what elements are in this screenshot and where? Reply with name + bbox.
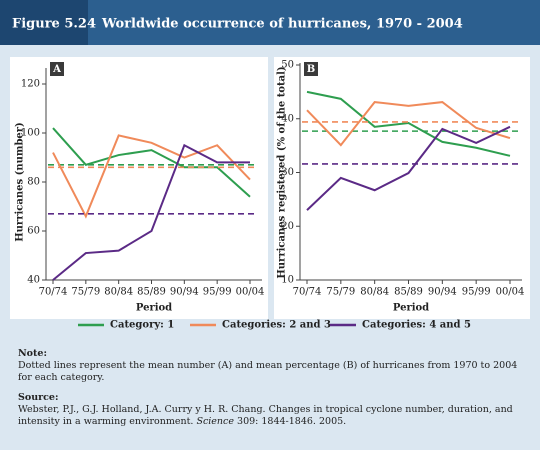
note: Note: Dotted lines represent the mean nu… (18, 348, 523, 384)
data-line (306, 125, 511, 211)
legend-label: Categories: 2 and 3 (222, 320, 331, 331)
note-text: Dotted lines represent the mean number (… (18, 360, 518, 383)
legend-label: Categories: 4 and 5 (362, 320, 471, 331)
x-axis-title: Period (136, 303, 172, 314)
x-tick-label: 75/79 (326, 287, 355, 298)
y-axis-title: Hurricanes (number) (15, 122, 26, 242)
panel-label: A (52, 64, 61, 75)
source-heading: Source: (18, 392, 59, 403)
y-tick-label: 120 (21, 79, 40, 90)
x-tick-label: 85/89 (394, 287, 423, 298)
panel-label: B (307, 64, 315, 75)
y-tick-label: 50 (281, 60, 294, 71)
x-tick-label: 00/04 (236, 287, 265, 298)
x-tick-label: 95/99 (462, 287, 491, 298)
data-line (52, 143, 250, 281)
note-heading: Note: (18, 348, 47, 359)
x-tick-label: 90/94 (170, 287, 199, 298)
figure-box (0, 0, 88, 45)
figure-number: Figure 5.24 (12, 17, 96, 32)
panel (274, 57, 530, 319)
y-tick-label: 40 (281, 113, 294, 124)
source-journal: Science (196, 416, 234, 427)
x-tick-label: 75/79 (71, 287, 100, 298)
data-line (52, 134, 251, 219)
x-tick-label: 80/84 (360, 287, 389, 298)
source-text: 309: 1844-1846. 2005. (234, 416, 347, 427)
x-tick-label: 80/84 (104, 287, 133, 298)
source: Source: Webster, P.J., G.J. Holland, J.A… (18, 392, 523, 428)
x-tick-label: 85/89 (137, 287, 166, 298)
x-tick-label: 00/04 (496, 287, 525, 298)
panel-label-box (304, 62, 318, 76)
y-tick-label: 60 (27, 226, 40, 237)
y-tick-label: 80 (27, 177, 40, 188)
y-tick-label: 20 (281, 221, 294, 232)
header-bar (0, 0, 540, 45)
data-line (52, 127, 251, 198)
figure-title: Worldwide occurrence of hurricanes, 1970… (101, 17, 463, 32)
x-tick-label: 70/74 (39, 287, 68, 298)
y-tick-label: 40 (27, 275, 40, 286)
source-text: Webster, P.J., G.J. Holland, J.A. Curry … (18, 404, 513, 427)
x-axis-title: Period (393, 303, 429, 314)
legend-label: Category: 1 (110, 320, 174, 331)
panel-label-box (50, 62, 64, 76)
y-tick-label: 30 (281, 167, 294, 178)
x-tick-label: 70/74 (293, 287, 322, 298)
y-tick-label: 100 (21, 128, 40, 139)
data-line (306, 101, 511, 147)
chart: Figure 5.24 Worldwide occurrence of hurr… (0, 0, 540, 331)
data-line (306, 90, 511, 157)
x-tick-label: 90/94 (428, 287, 457, 298)
y-tick-label: 10 (281, 275, 294, 286)
panel (10, 57, 268, 319)
y-axis-title: Hurricanes registered (% of the total) (277, 66, 288, 278)
x-tick-label: 95/99 (203, 287, 232, 298)
